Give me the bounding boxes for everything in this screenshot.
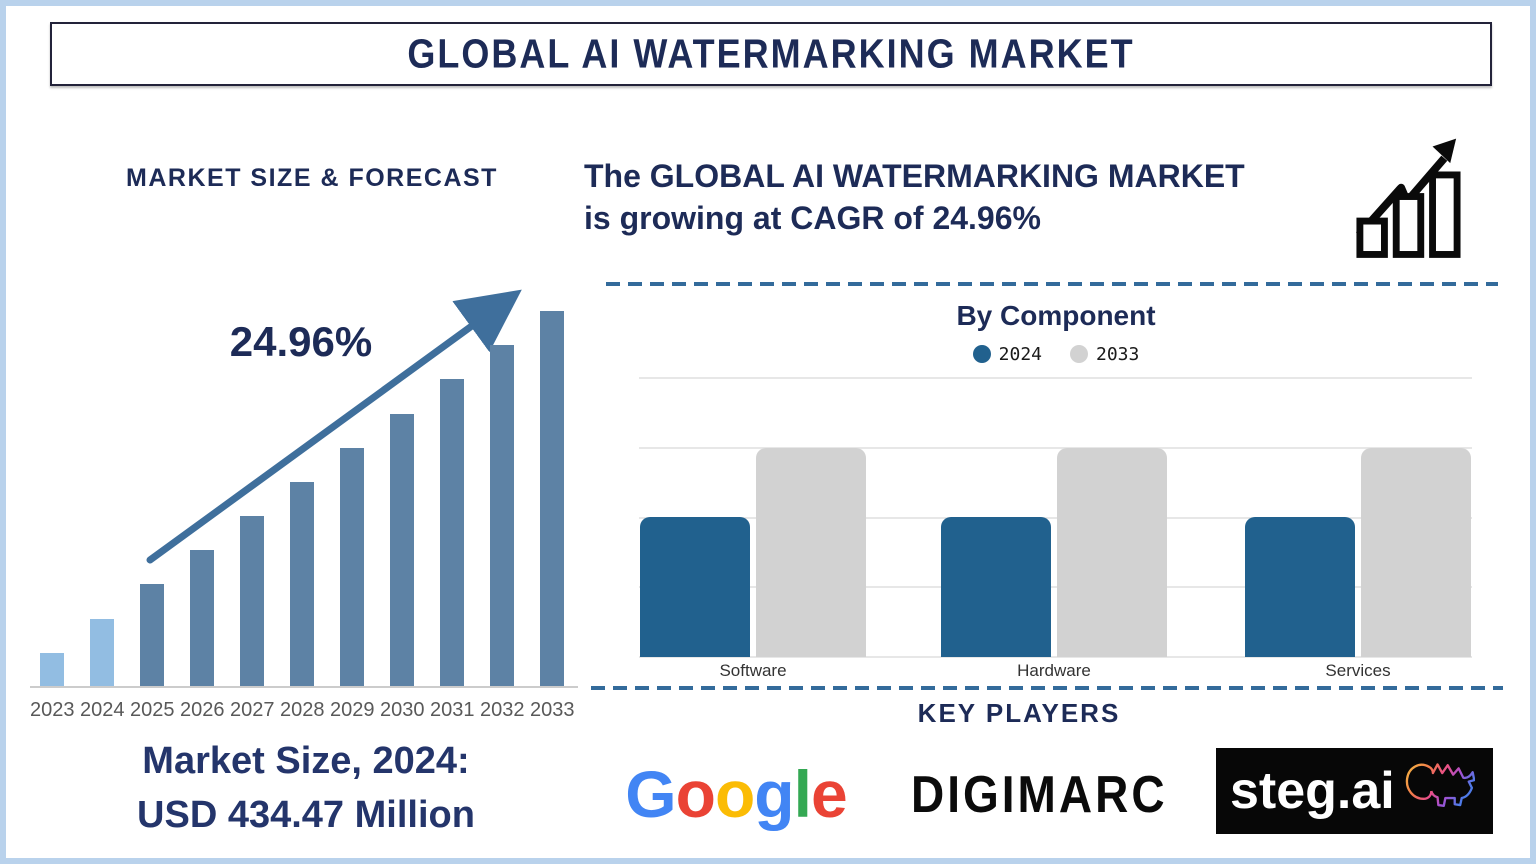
google-logo-letter: l: [793, 757, 812, 831]
cagr-value-label: 24.96%: [229, 318, 373, 365]
growth-arrow-icon: [146, 289, 522, 564]
gridline: [639, 447, 1472, 449]
year-tick-label: 2023: [30, 699, 75, 721]
chart-legend: 2024 2033: [886, 342, 1226, 366]
year-tick-label: 2028: [280, 699, 325, 721]
market-bar-2027: [240, 516, 264, 686]
market-bar-2032: [490, 345, 514, 686]
gridline: [639, 377, 1472, 379]
dashed-divider-top: [606, 282, 1498, 286]
hardware-bar-2033: [1057, 448, 1167, 657]
market-bar-2029: [340, 448, 364, 686]
market-bar-2031: [440, 379, 464, 686]
legend-dot-icon: [1070, 345, 1088, 363]
market-bar-2026: [190, 550, 214, 686]
category-label-services: Services: [1325, 661, 1391, 680]
gridline: [639, 517, 1472, 519]
growth-headline-line2: is growing at CAGR of 24.96%: [584, 200, 1041, 236]
trend-up-bars-icon: [1355, 138, 1461, 258]
stegai-logo: steg.ai: [1216, 748, 1493, 834]
by-component-title: By Component: [956, 300, 1156, 331]
market-bar-2024: [90, 619, 114, 686]
google-logo-letter: g: [754, 757, 794, 831]
year-tick-label: 2026: [180, 699, 225, 721]
market-size-caption-line1: Market Size, 2024:: [142, 740, 470, 782]
year-tick-label: 2029: [330, 699, 375, 721]
legend-item-2033: 2033: [1070, 344, 1139, 365]
year-tick-label: 2025: [130, 699, 175, 721]
category-label-software: Software: [719, 661, 787, 680]
year-tick-label: 2030: [380, 699, 425, 721]
google-logo-letter: G: [625, 757, 676, 831]
page-title: GLOBAL AI WATERMARKING MARKET: [407, 30, 1135, 77]
legend-item-2024: 2024: [972, 343, 1042, 365]
legend-dot-icon: [972, 345, 991, 363]
services-bar-2033: [1361, 448, 1471, 657]
dashed-divider-bottom: [591, 686, 1503, 690]
market-bar-2033: [540, 311, 564, 686]
legend-label: 2024: [998, 343, 1042, 365]
market-bar-2025: [140, 584, 164, 686]
market-bar-2030: [390, 414, 414, 686]
year-tick-label: 2033: [530, 699, 575, 721]
market-bar-2028: [290, 482, 314, 686]
growth-headline-line1: The GLOBAL AI WATERMARKING MARKET: [584, 158, 1245, 194]
market-size-bar-chart: [30, 311, 578, 688]
year-tick-label: 2032: [480, 699, 525, 721]
google-logo-letter: e: [810, 757, 848, 831]
year-tick-label: 2031: [430, 699, 475, 721]
stegai-logo-text: steg.ai: [1230, 762, 1395, 820]
year-tick-label: 2024: [80, 699, 125, 721]
digimarc-logo: DIGIMARC: [911, 764, 1168, 824]
hardware-bar-2024: [941, 517, 1051, 657]
services-bar-2024: [1245, 517, 1355, 657]
market-size-caption-line2: USD 434.47 Million: [137, 794, 475, 836]
year-tick-label: 2027: [230, 699, 275, 721]
google-logo: Google: [606, 748, 866, 840]
legend-label: 2033: [1096, 343, 1140, 365]
gridline: [639, 586, 1472, 588]
market-year-axis: 2023 2024 2025 2026 2027 2028 2029 2030 2031 2032…: [30, 699, 578, 723]
growth-headline: The GLOBAL AI WATERMARKING MARKET is gro…: [584, 155, 1364, 239]
component-bar-chart: [639, 377, 1472, 658]
gridline: [639, 656, 1472, 658]
key-players-title: KEY PLAYERS: [917, 698, 1121, 728]
market-bar-2023: [40, 653, 64, 686]
google-logo-letter: o: [714, 757, 755, 831]
software-bar-2033: [756, 448, 866, 657]
header-title-box: GLOBAL AI WATERMARKING MARKET: [50, 22, 1492, 86]
category-label-hardware: Hardware: [1017, 661, 1091, 680]
market-size-forecast-title: MARKET SIZE & FORECAST: [126, 164, 498, 192]
software-bar-2024: [640, 517, 750, 657]
stegosaurus-icon: [1405, 763, 1475, 807]
google-logo-letter: o: [675, 757, 716, 831]
